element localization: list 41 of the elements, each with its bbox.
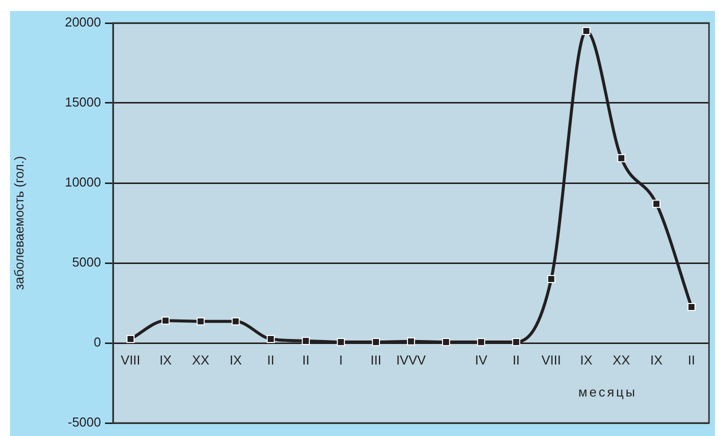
- x-tick-label: VIII: [120, 352, 140, 368]
- point: [547, 274, 556, 284]
- x-tick-label: II: [512, 352, 520, 368]
- y-axis-title: заболеваемость (гол.): [11, 156, 26, 290]
- point: [442, 338, 450, 346]
- point: [687, 302, 696, 312]
- point: [336, 338, 345, 346]
- x-tick-label: IX: [580, 352, 593, 368]
- x-tick-label: XX: [612, 352, 630, 368]
- x-tick-label: XX: [192, 352, 210, 368]
- y-tick-label: 5000: [72, 254, 101, 270]
- point: [126, 334, 135, 344]
- x-tick-label: II: [267, 352, 274, 368]
- point: [302, 336, 310, 345]
- x-tick-label: IX: [230, 352, 242, 368]
- point: [266, 334, 275, 344]
- y-tick-label: 15000: [64, 94, 101, 110]
- point: [512, 338, 520, 346]
- x-tick-label: IX: [159, 352, 172, 368]
- point: [477, 338, 486, 346]
- point: [196, 317, 205, 326]
- x-tick-label: IX: [650, 352, 663, 368]
- y-tick-label: 10000: [64, 174, 101, 190]
- y-tick-label: 0: [94, 334, 101, 350]
- x-tick-label: I: [339, 352, 343, 368]
- point: [582, 26, 590, 36]
- y-tick-label: -5000: [68, 414, 101, 430]
- x-tick-label: II: [302, 352, 310, 368]
- x-tick-label: II: [688, 352, 696, 368]
- x-axis-title: месяцы: [578, 384, 637, 400]
- x-tick-label: VIII: [541, 352, 561, 368]
- point: [652, 200, 660, 208]
- point: [617, 154, 626, 162]
- point: [406, 337, 416, 346]
- point: [232, 317, 240, 326]
- x-tick-label: III: [370, 352, 382, 368]
- x-tick-label: IVVV: [396, 352, 426, 368]
- point: [372, 338, 380, 346]
- point: [162, 316, 170, 325]
- x-tick-label: IV: [474, 352, 488, 368]
- y-tick-label: 20000: [64, 14, 101, 30]
